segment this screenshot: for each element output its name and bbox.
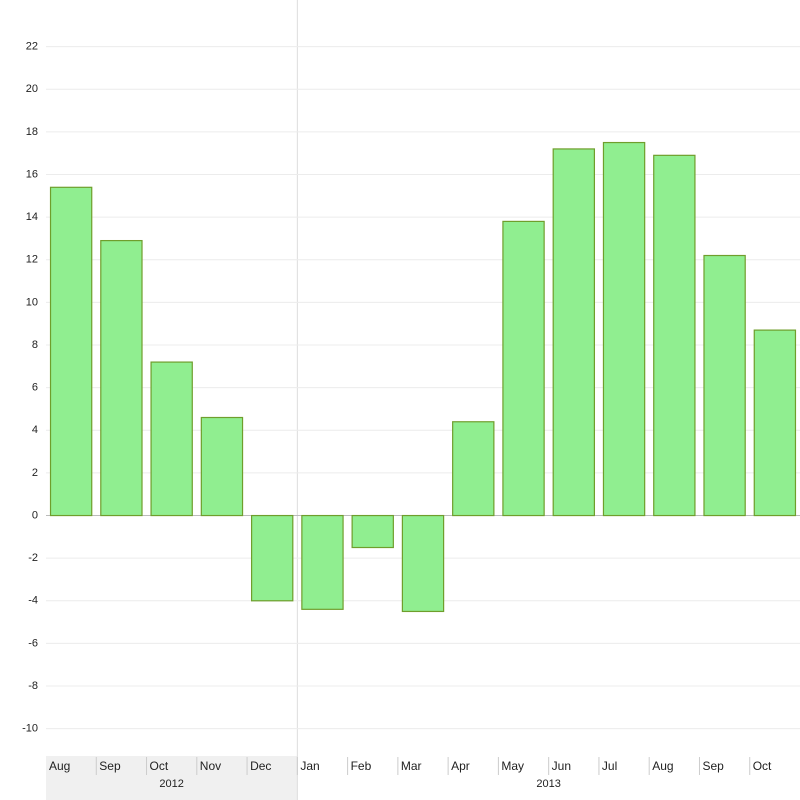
y-tick-label: -8 bbox=[28, 680, 38, 692]
bar bbox=[502, 220, 545, 517]
y-tick-label: 16 bbox=[26, 168, 38, 180]
x-tick-label: Dec bbox=[250, 759, 271, 773]
x-tick-label: Aug bbox=[49, 759, 70, 773]
y-tick-label: -10 bbox=[22, 723, 38, 735]
y-tick-label: 18 bbox=[26, 126, 38, 138]
y-tick-label: -2 bbox=[28, 552, 38, 564]
x-tick-label: Mar bbox=[401, 759, 422, 773]
y-tick-label: 6 bbox=[32, 382, 38, 394]
bar bbox=[351, 514, 394, 549]
y-tick-label: 12 bbox=[26, 254, 38, 266]
x-tick-label: Sep bbox=[702, 759, 724, 773]
bar bbox=[452, 421, 495, 517]
y-tick-label: 10 bbox=[26, 296, 38, 308]
year-label: 2012 bbox=[159, 778, 183, 790]
x-tick-label: Jan bbox=[300, 759, 319, 773]
y-tick-label: -6 bbox=[28, 637, 38, 649]
x-tick-label: Feb bbox=[351, 759, 372, 773]
x-tick-label: Aug bbox=[652, 759, 673, 773]
x-tick-label: Jul bbox=[602, 759, 617, 773]
bar bbox=[301, 514, 344, 610]
x-tick-label: Oct bbox=[753, 759, 772, 773]
bar bbox=[401, 514, 445, 613]
x-tick-label: Sep bbox=[99, 759, 121, 773]
bar bbox=[703, 254, 746, 517]
year-label: 2013 bbox=[536, 778, 560, 790]
bar bbox=[653, 154, 696, 517]
bar bbox=[200, 416, 244, 517]
year-band bbox=[46, 756, 298, 800]
y-tick-label: 22 bbox=[26, 41, 38, 53]
y-tick-label: 20 bbox=[26, 83, 38, 95]
bar bbox=[100, 239, 143, 517]
bar bbox=[602, 141, 646, 517]
bar bbox=[552, 148, 596, 517]
bar bbox=[49, 186, 93, 517]
y-tick-label: -4 bbox=[28, 595, 38, 607]
x-tick-label: Apr bbox=[451, 759, 470, 773]
bar bbox=[250, 514, 294, 602]
y-tick-label: 4 bbox=[32, 424, 38, 436]
y-tick-label: 2 bbox=[32, 467, 38, 479]
x-tick-label: Nov bbox=[200, 759, 221, 773]
x-tick-label: May bbox=[501, 759, 524, 773]
bar bbox=[150, 361, 193, 517]
bar bbox=[753, 329, 797, 517]
y-tick-label: 8 bbox=[32, 339, 38, 351]
y-tick-label: 14 bbox=[26, 211, 38, 223]
x-tick-label: Jun bbox=[552, 759, 571, 773]
y-tick-label: 0 bbox=[32, 509, 38, 521]
x-tick-label: Oct bbox=[150, 759, 169, 773]
